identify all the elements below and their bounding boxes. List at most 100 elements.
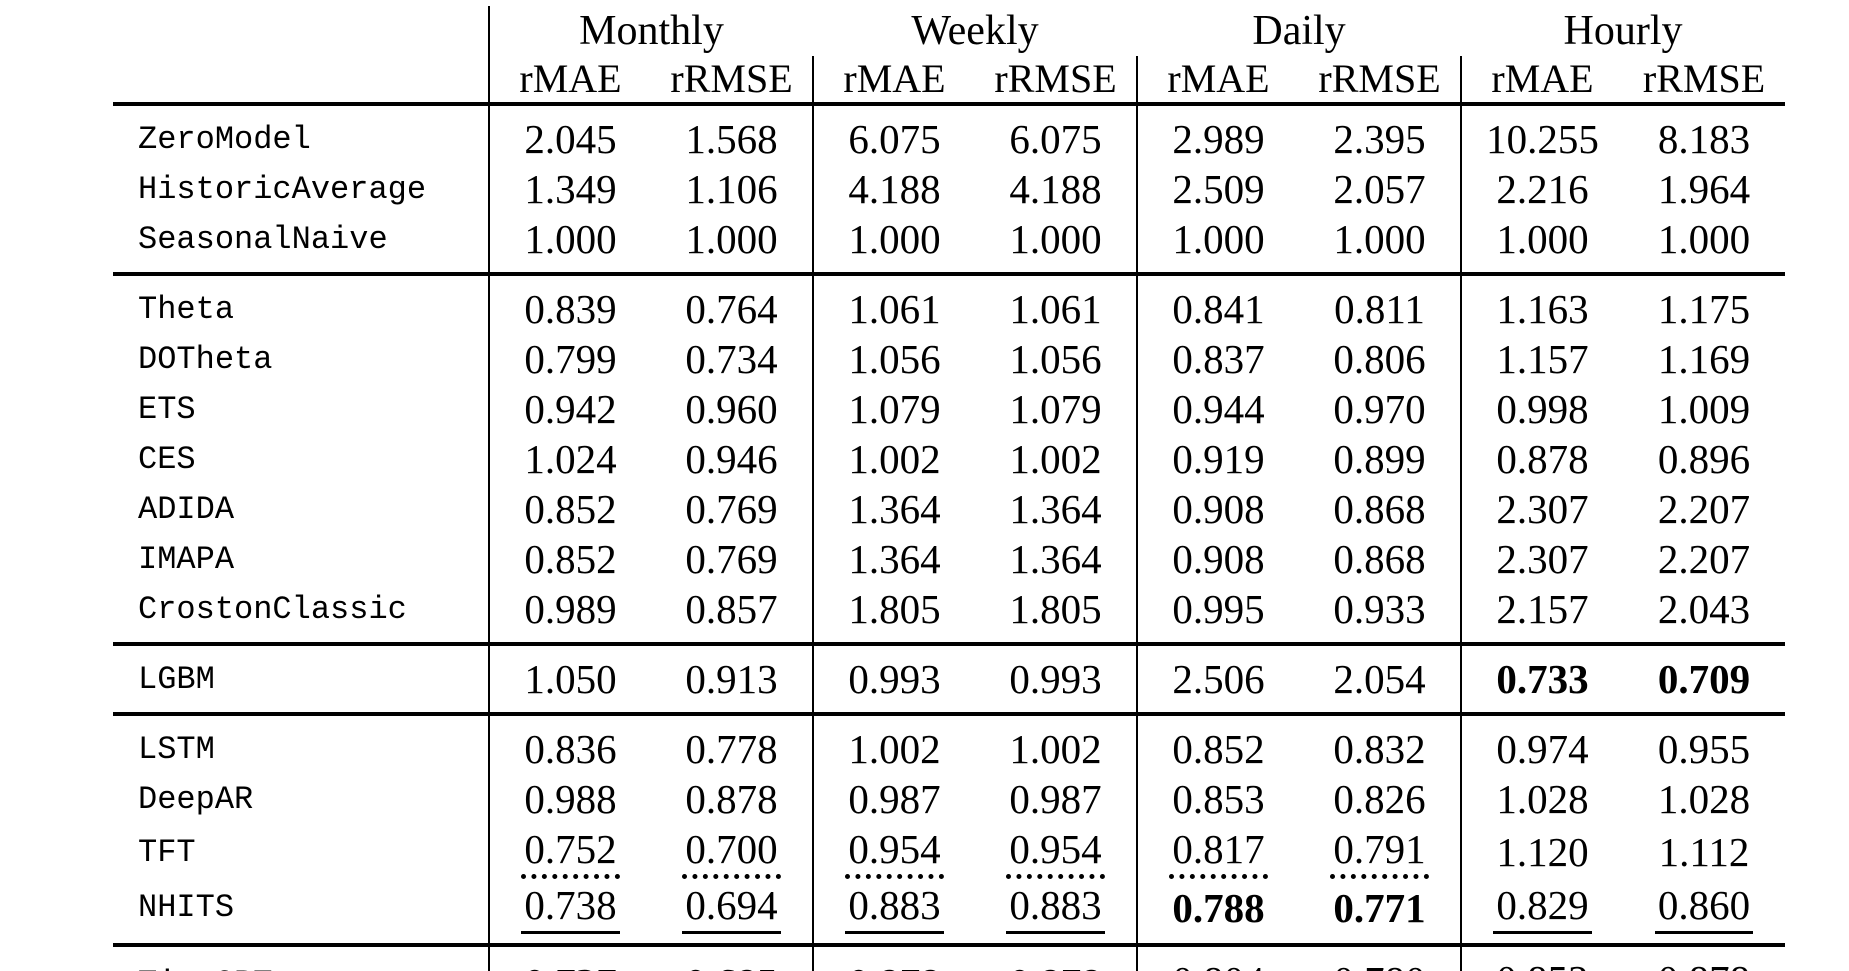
metric-value-cell: 1.079 — [812, 384, 975, 434]
metric-value: 1.163 — [1496, 286, 1589, 332]
metric-value-cell: 0.804 — [1136, 945, 1300, 971]
metric-value: 1.009 — [1657, 386, 1751, 432]
metric-value-cell: 1.364 — [812, 484, 975, 534]
metric-value: 1.002 — [1009, 726, 1102, 772]
metric-value: 0.878 — [685, 776, 778, 822]
metric-value: 2.307 — [1496, 536, 1589, 582]
metric-value-cell: 0.868 — [1299, 534, 1461, 584]
model-name: IMAPA — [138, 540, 235, 578]
metric-value-cell: 0.908 — [1136, 484, 1300, 534]
metric-value: 0.752 — [521, 829, 620, 879]
metric-value-cell: 1.349 — [488, 164, 651, 214]
metric-value-cell: 4.188 — [812, 164, 975, 214]
metric-value: 0.852 — [524, 536, 617, 582]
metric-header-rrmse: rRMSE — [1642, 56, 1766, 101]
metric-value: 2.506 — [1172, 656, 1265, 702]
metric-value: 1.000 — [685, 216, 778, 262]
metric-value: 2.509 — [1172, 166, 1265, 212]
model-name: Theta — [138, 290, 235, 328]
metric-value: 0.878 — [1496, 436, 1589, 482]
metric-value: 0.839 — [524, 286, 617, 332]
metric-value: 0.791 — [1330, 829, 1429, 879]
metric-value: 1.000 — [1009, 216, 1102, 262]
metric-value: 1.364 — [848, 536, 941, 582]
metric-value: 0.694 — [682, 885, 781, 934]
metric-header-rrmse: rRMSE — [670, 56, 793, 101]
metric-value: 0.829 — [1493, 885, 1592, 934]
metric-value-cell: 0.764 — [651, 274, 813, 334]
metric-value: 0.685 — [685, 960, 777, 971]
metric-value-cell: 1.061 — [975, 274, 1137, 334]
metric-value: 1.056 — [848, 336, 941, 382]
metric-value-cell: 2.506 — [1136, 644, 1300, 714]
model-name: CES — [138, 440, 196, 478]
model-name: DOTheta — [138, 340, 273, 378]
metric-value-cell: 1.157 — [1460, 334, 1624, 384]
model-block: TimeGPT 0.727 0.685 0.878 0.878 0.804 0.780 0.8… — [113, 945, 1786, 971]
metric-value-cell: 2.207 — [1623, 484, 1785, 534]
table-row: LGBM 1.050 0.913 0.993 0.993 2.506 2.054 0.733 0… — [113, 644, 1785, 714]
metric-value: 2.207 — [1657, 486, 1751, 532]
table-row: ETS 0.942 0.960 1.079 1.079 0.944 0.970 0.998 1.… — [113, 384, 1785, 434]
metric-value: 0.883 — [1006, 885, 1105, 934]
metric-value-cell: 1.364 — [975, 484, 1137, 534]
metric-header-rmae: rMAE — [1136, 56, 1300, 104]
metric-value: 0.769 — [685, 486, 778, 532]
metric-value: 0.769 — [685, 536, 778, 582]
metric-value-cell: 10.255 — [1460, 104, 1624, 164]
metric-value: 1.000 — [848, 216, 941, 262]
metric-value-cell: 0.853 — [1136, 774, 1300, 824]
metric-value: 2.054 — [1333, 656, 1426, 702]
metric-value-cell: 0.826 — [1299, 774, 1461, 824]
metric-value: 0.998 — [1496, 386, 1589, 432]
metric-value: 0.899 — [1333, 436, 1426, 482]
metric-value-cell: 1.000 — [488, 214, 651, 274]
model-name: TimeGPT — [113, 945, 489, 971]
metric-value: 0.836 — [524, 726, 617, 772]
metric-value-cell: 0.839 — [488, 274, 651, 334]
metric-value: 0.970 — [1333, 386, 1426, 432]
metric-value-cell: 0.987 — [812, 774, 975, 824]
metric-value: 1.000 — [1657, 216, 1751, 262]
metric-value: 0.738 — [521, 885, 620, 934]
metric-value-cell: 0.837 — [1136, 334, 1300, 384]
metric-value-cell: 0.769 — [651, 534, 813, 584]
metric-value: 0.954 — [845, 829, 944, 879]
metric-value: 0.804 — [1169, 960, 1267, 971]
metric-value-cell: 0.954 — [812, 824, 975, 880]
metric-value: 0.987 — [848, 776, 941, 822]
model-block: LGBM 1.050 0.913 0.993 0.993 2.506 2.054 0.733 0… — [113, 644, 1786, 714]
metric-value-cell: 0.944 — [1136, 384, 1300, 434]
table-row: TFT 0.752 0.700 0.954 0.954 0.817 0.791 1.120 1.… — [113, 824, 1785, 880]
metric-value-cell: 1.002 — [812, 434, 975, 484]
metric-value: 1.364 — [1009, 536, 1102, 582]
metric-value-cell: 0.993 — [975, 644, 1137, 714]
metric-header-rrmse: rRMSE — [1318, 56, 1441, 101]
frequency-header-daily: Daily — [1252, 8, 1346, 54]
model-block: LSTM 0.836 0.778 1.002 1.002 0.852 0.832 0.974 0… — [113, 714, 1786, 945]
metric-header-rmae: rMAE — [1460, 56, 1624, 104]
metric-value-cell: 1.024 — [488, 434, 651, 484]
metric-value-cell: 0.778 — [651, 714, 813, 774]
metric-value: 1.169 — [1657, 336, 1751, 382]
metric-value-cell: 0.791 — [1299, 824, 1461, 880]
metric-value-cell: 1.028 — [1460, 774, 1624, 824]
metric-value: 1.364 — [1009, 486, 1102, 532]
metric-value: 0.988 — [524, 776, 617, 822]
metric-value: 0.837 — [1172, 336, 1265, 382]
frequency-header-weekly: Weekly — [911, 8, 1039, 54]
metric-value-cell: 1.000 — [1460, 214, 1624, 274]
metric-value: 1.079 — [1009, 386, 1102, 432]
metric-value-cell: 0.883 — [812, 880, 975, 945]
metric-value: 0.811 — [1334, 286, 1425, 332]
metric-value-cell: 0.771 — [1299, 880, 1461, 945]
metric-value-cell: 2.989 — [1136, 104, 1300, 164]
metric-header-row: rMAE rRMSE rMAE rRMSE rMAE rRMSE rMAE rRMSE — [113, 56, 1785, 104]
metric-value-cell: 1.805 — [975, 584, 1137, 644]
metric-value-cell: 1.079 — [975, 384, 1137, 434]
metric-value: 2.157 — [1496, 586, 1589, 632]
model-name: HistoricAverage — [138, 170, 427, 208]
model-name: ADIDA — [138, 490, 235, 528]
table-header: Monthly Weekly Daily Hourly rMAE rRMSE rMAE rR… — [113, 6, 1786, 104]
metric-value: 0.944 — [1172, 386, 1265, 432]
